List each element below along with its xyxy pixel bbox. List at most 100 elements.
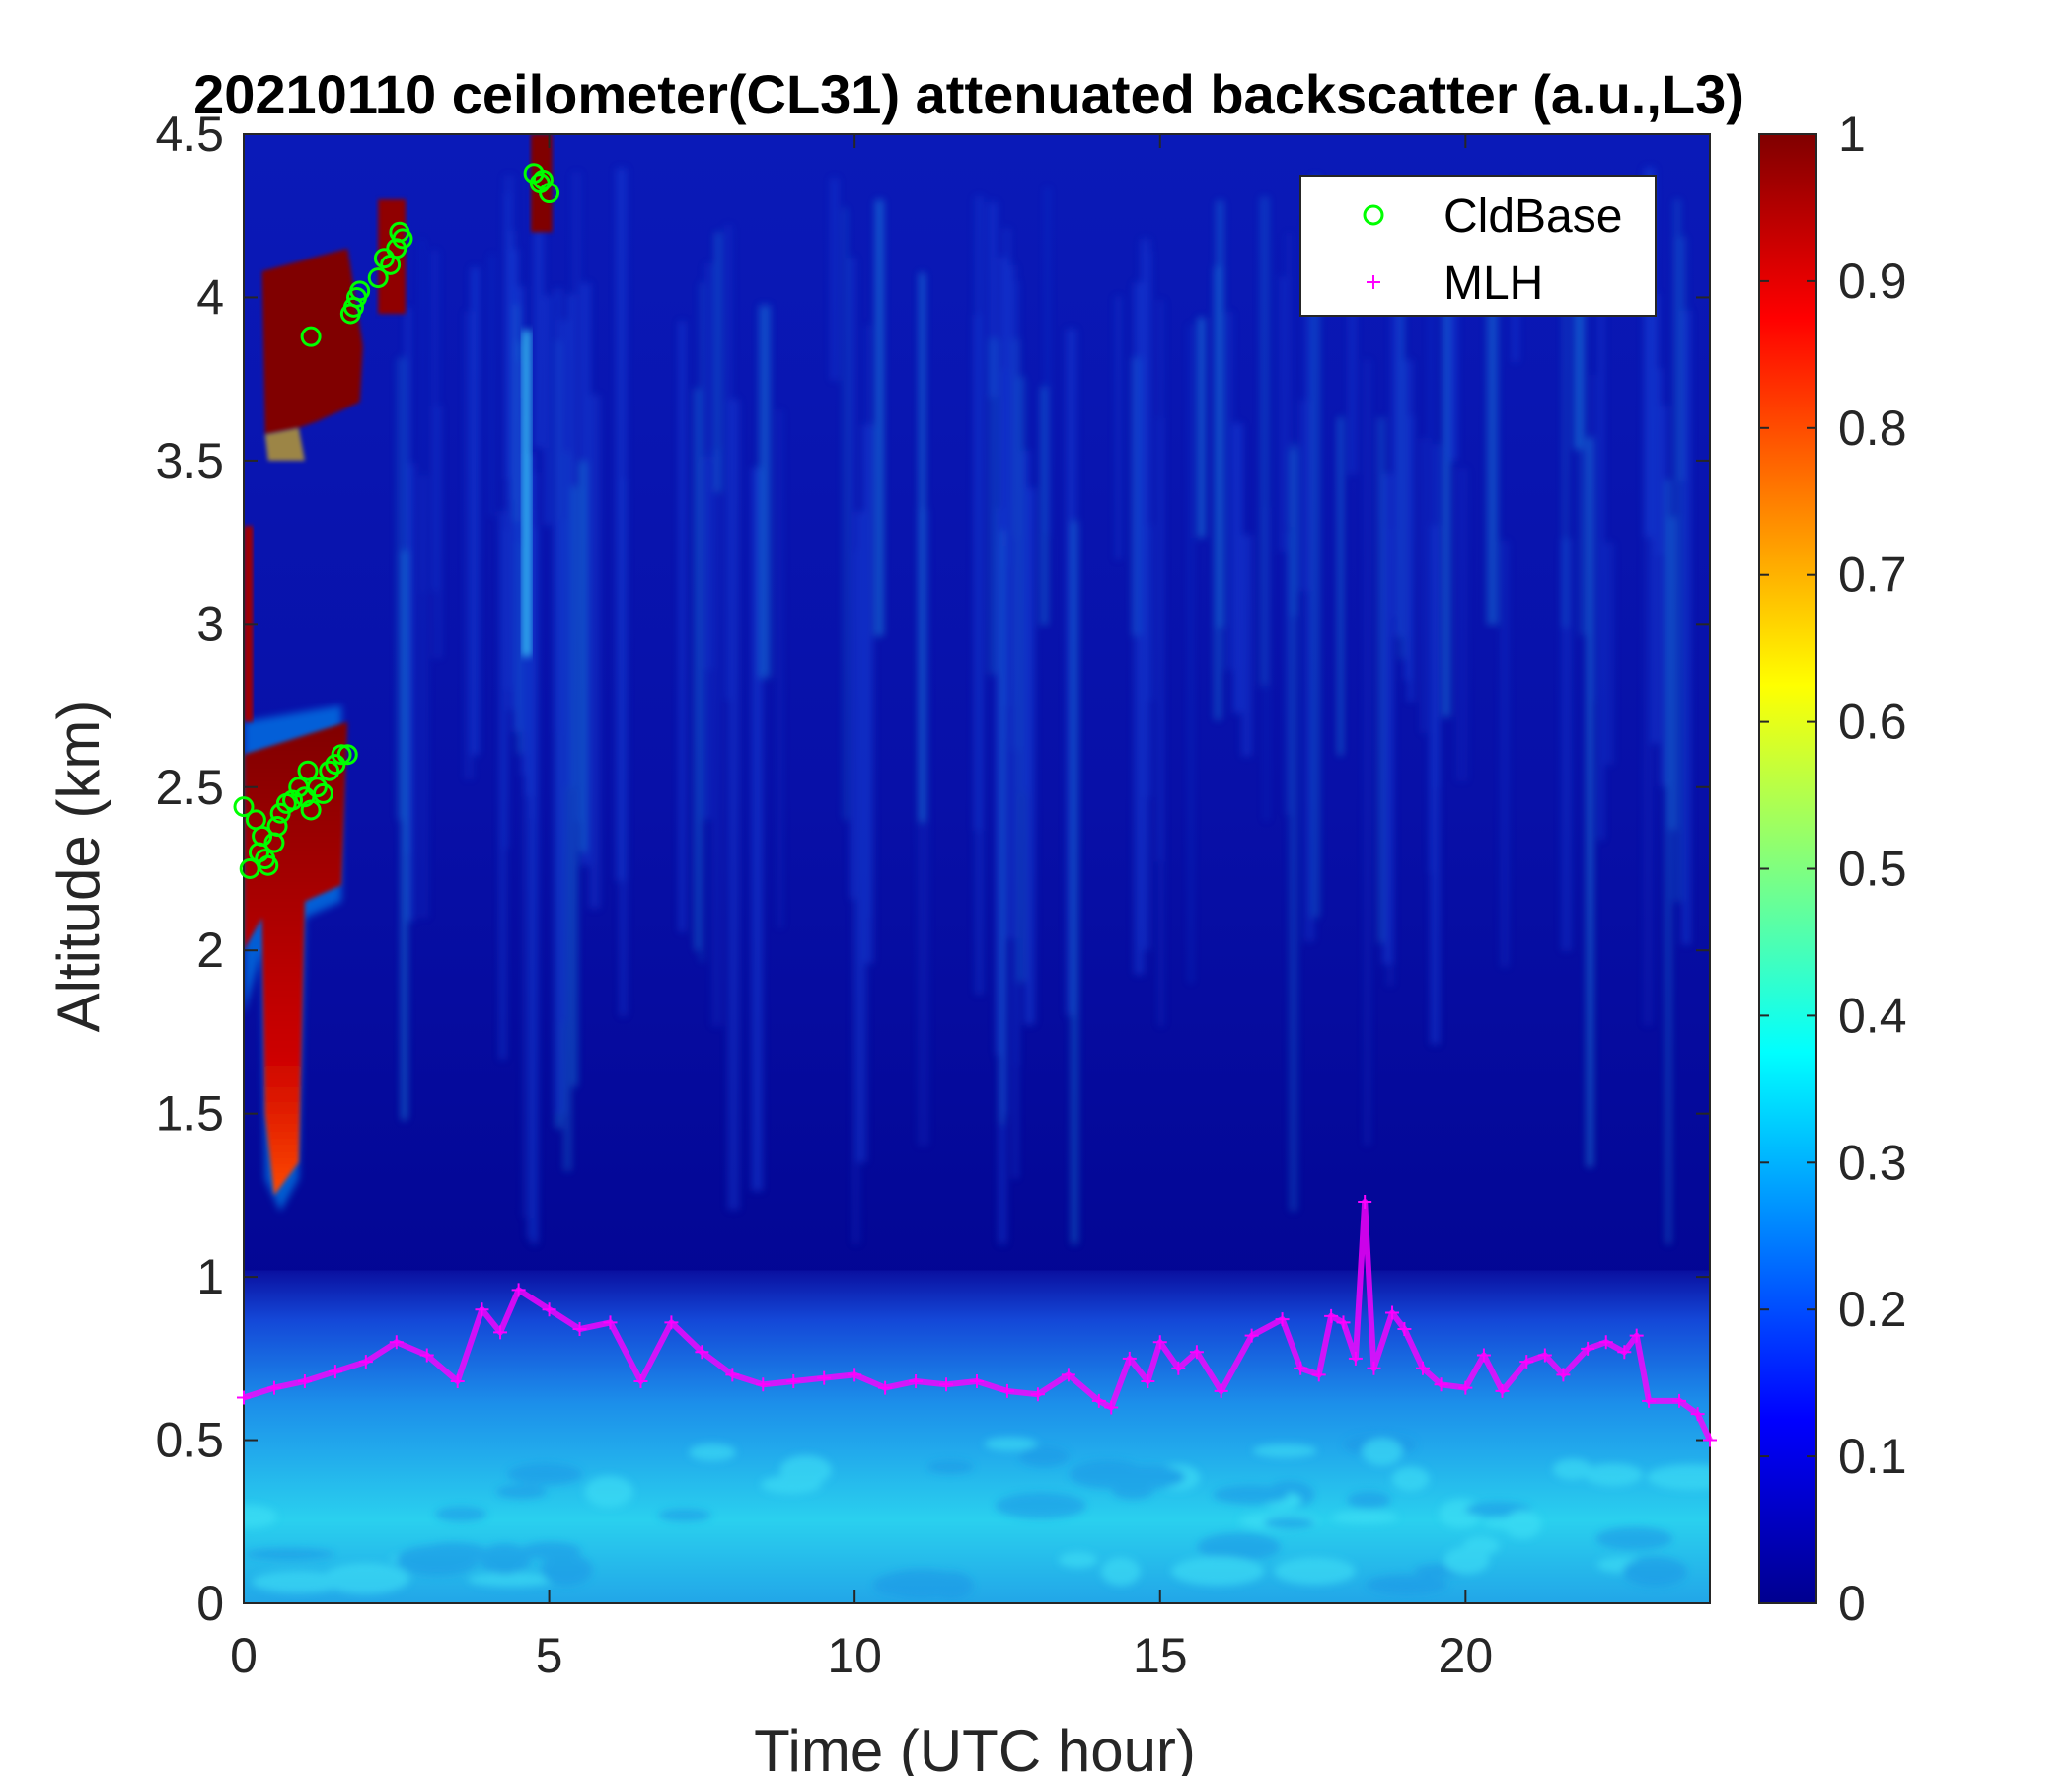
heatmap-streak [714,232,721,492]
legend-label: MLH [1443,258,1543,310]
heatmap-streak [759,305,771,678]
y-axis-label: Altitude (km) [45,701,111,1033]
heatmap-streak [1579,207,1587,636]
heatmap-surface-blob [1647,1464,1710,1491]
heatmap-streak [1259,196,1270,686]
heatmap-surface-blob [507,1463,583,1486]
legend-mlh-marker [1367,275,1380,289]
heatmap-streak [533,173,544,448]
heatmap-streak [1115,296,1122,560]
heatmap-streak [1263,507,1270,821]
heatmap-surface-blob [927,1571,974,1600]
heatmap-surface-blob [1595,1526,1673,1550]
heatmap-surface-blob [1332,1510,1398,1524]
heatmap-streak [471,267,480,756]
cldbase-point [266,815,288,837]
heatmap-streak [1586,437,1593,1167]
plot-area [244,134,1710,1603]
heatmap-streak [571,486,578,1087]
heatmap-surface-blob [1058,1551,1098,1568]
heatmap-surface-blob [541,1553,593,1586]
cldbase-point [300,799,322,821]
heatmap-streak [851,550,860,1245]
heatmap-surface-blob [1483,1517,1542,1530]
heatmap-surface-blob [873,1575,912,1595]
heatmap-streak [843,207,848,820]
heatmap-streak [1673,199,1681,903]
heatmap-streak [777,409,783,928]
heatmap-streak [855,511,867,1163]
heatmap-surface-blob [1443,1546,1490,1575]
colorbar-tick-label: 0.9 [1838,254,1907,309]
cloud-layers [244,134,553,1212]
legend-cldbase-marker [1363,204,1384,226]
cldbase-point [319,760,340,781]
heatmap-surface-blob [926,1460,974,1474]
heatmap-streak [1657,368,1663,555]
heatmap-streak [1304,219,1315,942]
heatmap-streak [1443,300,1450,717]
heatmap-streak [1604,542,1614,766]
heatmap-streak [1224,312,1233,671]
heatmap-surface-blob [1274,1557,1356,1586]
y-tick-label: 4 [196,269,224,325]
heatmap-surface-blob [1018,1445,1070,1467]
y-tick-label: 1 [196,1249,224,1304]
cldbase-point [331,744,352,766]
heatmap-streak [988,338,999,675]
heatmap-streak [1289,449,1297,1212]
heatmap-streak [566,294,576,787]
heatmap-streak [1390,192,1395,617]
heatmap-streak [999,530,1004,1125]
colorbar-tick-label: 0.1 [1838,1429,1907,1484]
colorbar-tick-label: 1 [1838,107,1866,162]
heatmap-streak [1659,405,1668,787]
heatmap-streak [917,509,929,1147]
heatmap-streak [1573,270,1584,450]
series-mlh [237,1195,1717,1447]
heatmap-streak [1676,236,1687,481]
heatmap-surface-blob [1197,1532,1281,1561]
heatmap-streak [1023,487,1035,1025]
heatmap-streak [579,461,586,852]
heatmap-streak [1399,304,1405,659]
heatmap-surface-blob [244,1505,277,1528]
heatmap-streak [1285,233,1293,527]
heatmap-streak [1232,423,1243,714]
heatmap-streak [1651,294,1659,744]
heatmap-surface-blob [435,1506,487,1522]
heatmap-surface-blob [1171,1556,1265,1586]
heatmap-streak [432,405,443,659]
heatmap-streak [1407,415,1414,703]
x-tick-label: 20 [1439,1628,1494,1683]
cloud-upper [261,248,363,435]
y-tick-label: 2 [196,923,224,978]
heatmap-surface-blob [1552,1458,1592,1480]
heatmap-surface-blob [396,1545,479,1576]
heatmap-streak [874,199,884,637]
legend: CldBase MLH [1299,175,1657,317]
heatmap-surface-blob [1391,1466,1430,1492]
cldbase-point [392,228,413,250]
colorbar-tick-label: 0.5 [1838,842,1907,897]
heatmap-streak [563,452,572,1172]
cldbase-point [300,326,322,347]
heatmap-surface-blob [245,1548,335,1561]
heatmap-streak [1013,281,1019,1066]
heatmap-streak [1040,386,1049,626]
heatmap-streak [1157,300,1165,1027]
cldbase-point [336,744,358,766]
plot-frame [243,133,1711,1604]
heatmap-streak [919,272,925,823]
heatmap-streak [1198,317,1206,538]
heatmap-streak [1643,285,1654,1026]
heatmap-streak [1364,359,1371,1147]
heatmap-streak [558,320,567,1023]
cloud-top [531,134,553,233]
cldbase-point [297,760,319,781]
heatmap-surface-texture [244,1434,1710,1600]
cldbase-point [306,777,328,798]
heatmap-streak [1279,276,1287,552]
heatmap-streak [830,178,839,381]
heatmap-streak [1598,212,1604,841]
